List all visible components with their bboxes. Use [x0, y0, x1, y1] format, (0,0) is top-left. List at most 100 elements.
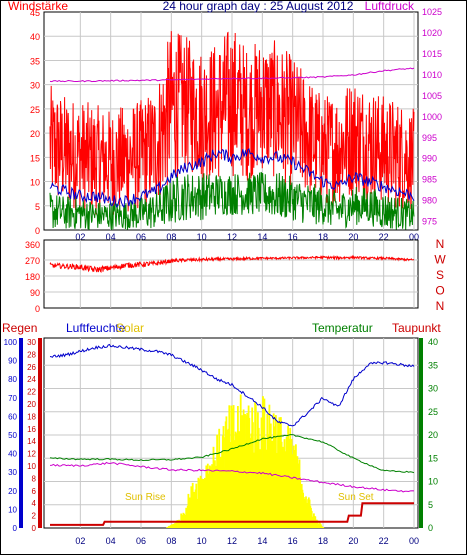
dewpoint-label: Taupunkt — [392, 321, 441, 335]
hour-tick-label: 02 — [75, 536, 85, 546]
pressure-tick-label: 985 — [422, 175, 437, 185]
wind-tick-label: 10 — [30, 178, 40, 188]
temperature-tick-label: 30 — [428, 384, 438, 394]
hour-tick-label: 10 — [197, 232, 207, 242]
pressure-tick-label: 1015 — [422, 49, 442, 59]
wind-tick-label: 35 — [30, 56, 40, 66]
direction-tick-label: 360 — [25, 240, 40, 250]
temperature-tick-label: 5 — [428, 500, 433, 510]
wind-tick-label: 15 — [30, 153, 40, 163]
rain-tick-label: 18 — [27, 412, 36, 421]
temperature-line — [49, 434, 415, 474]
hour-tick-label: 18 — [318, 232, 328, 242]
wind-tick-label: 30 — [30, 81, 40, 91]
rain-tick-label: 24 — [27, 375, 36, 384]
hour-tick-label: 22 — [379, 232, 389, 242]
sunrise-annotation: Sun Rise — [125, 492, 166, 503]
rain-tick-label: 6 — [32, 487, 37, 496]
temperature-tick-label: 0 — [428, 523, 433, 533]
humidity-label: Luftfeuchte — [66, 321, 126, 335]
hour-tick-label: 02 — [75, 232, 85, 242]
rain-tick-label: 12 — [27, 450, 36, 459]
rain-tick-label: 2 — [32, 512, 37, 521]
rain-tick-label: 4 — [32, 499, 37, 508]
temperature-tick-label: 35 — [428, 360, 438, 370]
humidity-tick-label: 0 — [13, 524, 18, 533]
pressure-right-label: Luftdruck — [365, 0, 415, 13]
pressure-tick-label: 1025 — [422, 7, 442, 17]
direction-panel-frame — [43, 239, 419, 309]
wind-tick-label: 5 — [35, 202, 40, 212]
pressure-tick-label: 980 — [422, 196, 437, 206]
hour-tick-label: 14 — [257, 536, 267, 546]
temperature-tick-label: 40 — [428, 337, 438, 347]
hour-tick-label: 22 — [379, 536, 389, 546]
humidity-tick-label: 90 — [8, 357, 17, 366]
temperature-tick-label: 20 — [428, 430, 438, 440]
hour-tick-label: 14 — [257, 232, 267, 242]
temperature-tick-label: 15 — [428, 453, 438, 463]
hour-tick-label: 06 — [136, 232, 146, 242]
compass-label: S — [436, 268, 444, 282]
hour-tick-label: 06 — [136, 536, 146, 546]
rain-tick-label: 20 — [27, 400, 36, 409]
wind-gust-line — [49, 31, 415, 215]
hour-tick-label: 08 — [166, 232, 176, 242]
humidity-line — [49, 343, 415, 427]
dewpoint-line — [49, 461, 415, 493]
rain-tick-label: 10 — [27, 462, 36, 471]
direction-tick-label: 90 — [30, 288, 40, 298]
hour-tick-label: 04 — [106, 536, 116, 546]
direction-tick-label: 270 — [25, 256, 40, 266]
pressure-line — [49, 67, 415, 83]
compass-label: W — [434, 253, 446, 267]
humidity-tick-label: 50 — [8, 431, 17, 440]
rain-tick-label: 30 — [27, 338, 36, 347]
hour-tick-label: 16 — [288, 232, 298, 242]
temp-axis-strip — [419, 338, 423, 528]
wind-tick-label: 45 — [30, 8, 40, 18]
temperature-tick-label: 25 — [428, 407, 438, 417]
direction-tick-label: 180 — [25, 272, 40, 282]
hour-tick-label: 08 — [166, 536, 176, 546]
sunset-annotation: Sun Set — [338, 492, 374, 503]
rain-tick-label: 0 — [32, 524, 37, 533]
direction-tick-label: 0 — [35, 304, 40, 314]
hour-tick-label: 12 — [227, 536, 237, 546]
solar-label: Solar — [116, 321, 144, 335]
wind-left-label: Windstärke — [8, 0, 68, 13]
temperature-label: Temperatur — [312, 321, 373, 335]
rain-tick-label: 8 — [32, 474, 37, 483]
rain-axis-strip — [38, 338, 42, 528]
humidity-tick-label: 40 — [8, 450, 17, 459]
compass-label: N — [436, 237, 445, 251]
chart-title: 24 hour graph day : 25 August 2012 — [163, 0, 354, 13]
hour-tick-label: 20 — [348, 536, 358, 546]
pressure-tick-label: 990 — [422, 154, 437, 164]
temperature-tick-label: 10 — [428, 477, 438, 487]
pressure-tick-label: 995 — [422, 133, 437, 143]
wind-tick-label: 20 — [30, 129, 40, 139]
hour-tick-label: 18 — [318, 536, 328, 546]
rain-tick-label: 26 — [27, 363, 36, 372]
wind-tick-label: 25 — [30, 105, 40, 115]
humidity-tick-label: 100 — [4, 338, 18, 347]
humidity-tick-label: 20 — [8, 487, 17, 496]
hour-tick-label: 00 — [409, 536, 419, 546]
humidity-tick-label: 60 — [8, 412, 17, 421]
hour-tick-label: 12 — [227, 232, 237, 242]
hour-tick-label: 10 — [197, 536, 207, 546]
pressure-tick-label: 1000 — [422, 112, 442, 122]
rain-tick-label: 22 — [27, 388, 36, 397]
rain-tick-label: 16 — [27, 425, 36, 434]
hour-tick-label: 16 — [288, 536, 298, 546]
rain-tick-label: 14 — [27, 437, 36, 446]
pressure-tick-label: 1020 — [422, 28, 442, 38]
humidity-tick-label: 10 — [8, 505, 17, 514]
compass-label: N — [436, 299, 445, 313]
pressure-tick-label: 1005 — [422, 91, 442, 101]
solar-bar — [322, 527, 325, 528]
wind-average-line — [49, 147, 415, 209]
wind-min-line — [49, 171, 415, 230]
